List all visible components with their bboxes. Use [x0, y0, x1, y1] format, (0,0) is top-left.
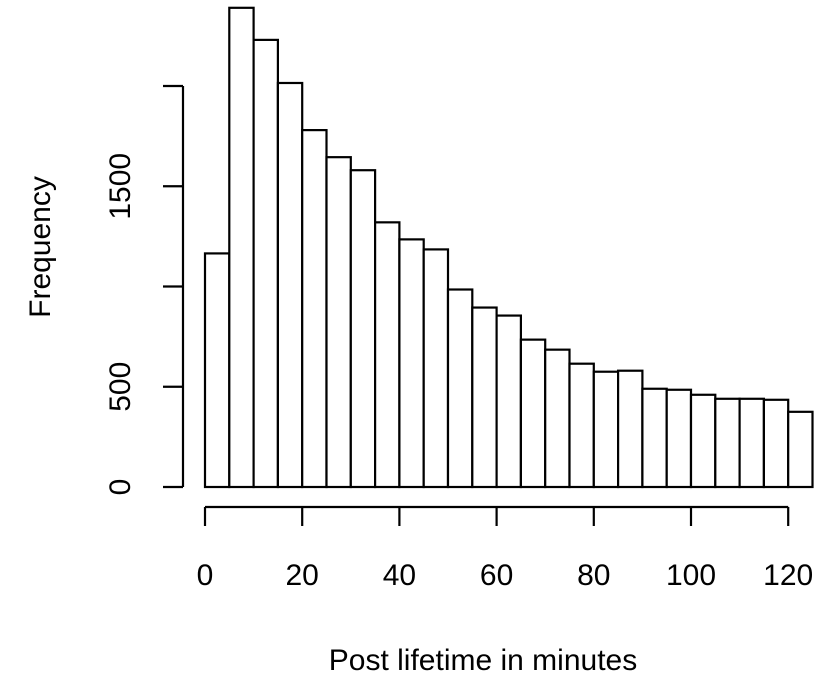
- x-tick-label: 40: [383, 559, 416, 592]
- x-tick-label: 100: [666, 559, 716, 592]
- bars-group: [203, 6, 814, 489]
- histogram-bar: [276, 81, 304, 489]
- histogram-bar: [738, 397, 765, 489]
- y-axis-title: Frequency: [24, 176, 57, 318]
- histogram-bar: [714, 397, 741, 489]
- histogram-bar: [422, 248, 450, 489]
- x-axis: 0 20 40 60 80 100 120: [197, 505, 813, 592]
- histogram-bar: [252, 38, 280, 489]
- y-axis: 0 500 1500: [104, 84, 185, 496]
- x-tick-label: 60: [480, 559, 513, 592]
- histogram-bar: [592, 370, 620, 489]
- histogram-bar: [228, 6, 255, 489]
- x-tick-label: 0: [197, 559, 214, 592]
- x-tick-label: 80: [577, 559, 610, 592]
- histogram-bar: [665, 388, 693, 489]
- y-tick-label: 500: [104, 362, 137, 412]
- x-tick-label: 120: [763, 559, 813, 592]
- x-tick-label: 20: [286, 559, 319, 592]
- histogram-bar: [203, 252, 231, 489]
- histogram-bar: [495, 314, 523, 489]
- y-tick-label: 0: [104, 479, 137, 496]
- histogram-bar: [787, 410, 814, 489]
- histogram-bar: [762, 398, 790, 489]
- histogram-bar: [374, 221, 401, 489]
- histogram-bar: [616, 369, 644, 489]
- histogram-bar: [471, 306, 498, 489]
- y-tick-label: 1500: [104, 153, 137, 220]
- histogram-bar: [568, 362, 595, 489]
- histogram-bar: [544, 348, 571, 489]
- histogram-bar: [641, 387, 668, 489]
- histogram-bar: [301, 129, 328, 489]
- histogram-bar: [689, 393, 717, 489]
- histogram-bar: [519, 338, 547, 489]
- histogram-bar: [325, 156, 352, 489]
- histogram-bar: [446, 288, 474, 489]
- x-axis-title: Post lifetime in minutes: [329, 644, 637, 674]
- histogram-bar: [349, 169, 377, 489]
- histogram-bar: [398, 238, 425, 489]
